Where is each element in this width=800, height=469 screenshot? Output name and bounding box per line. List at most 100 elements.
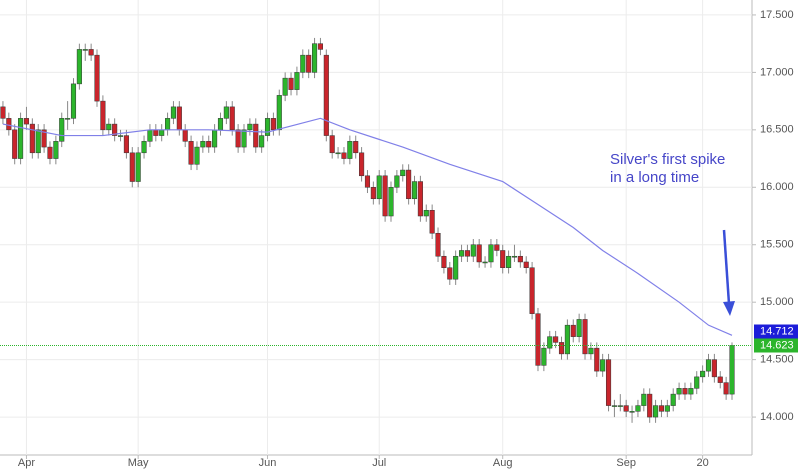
y-tick-label: 17.000: [760, 66, 794, 78]
candle-body: [141, 141, 147, 154]
candle-body: [317, 43, 323, 50]
candle-body: [94, 54, 100, 102]
candle-body: [176, 106, 182, 131]
candle-body: [458, 250, 465, 257]
price-tag-label: 14.712: [760, 325, 794, 337]
x-tick-label: Jun: [259, 457, 277, 469]
candle-body: [247, 123, 253, 131]
y-tick-label: 16.000: [760, 181, 794, 193]
candle-body: [18, 118, 24, 159]
candle-body: [223, 106, 229, 119]
candle-body: [29, 123, 35, 154]
candle-body: [112, 123, 118, 136]
y-tick-label: 14.500: [760, 354, 794, 366]
candle-body: [135, 152, 141, 182]
candle-body: [35, 129, 41, 154]
x-tick-label: Aug: [493, 457, 513, 469]
candle-body: [435, 232, 441, 257]
candle-body: [170, 106, 176, 119]
candle-body: [558, 342, 565, 355]
candle-body: [364, 175, 371, 188]
candle-body: [511, 255, 518, 258]
candle-body: [23, 118, 30, 125]
candle-body: [723, 382, 729, 395]
candle-body: [70, 83, 77, 119]
candle-body: [611, 405, 617, 407]
candle-body: [100, 100, 106, 131]
candle-body: [212, 129, 218, 148]
candle-body: [494, 244, 500, 251]
candle-body: [153, 129, 159, 136]
candle-body: [359, 152, 365, 177]
candle-body: [629, 411, 635, 413]
annotation: in a long time: [610, 169, 699, 186]
candle-body: [206, 141, 212, 148]
candle-body: [165, 118, 171, 131]
candle-body: [294, 72, 300, 90]
candle-body: [329, 135, 335, 154]
candle-body: [6, 118, 12, 131]
candle-body: [605, 359, 612, 406]
candle-body: [688, 388, 694, 395]
candle-body: [506, 255, 512, 268]
candle-body: [523, 261, 529, 268]
candle-body: [241, 129, 247, 148]
candle-body: [323, 54, 329, 136]
candle-body: [388, 187, 394, 217]
candle-body: [59, 118, 65, 142]
candle-body: [159, 129, 165, 136]
candle-body: [253, 123, 259, 148]
candle-body: [117, 135, 124, 137]
candle-body: [312, 43, 318, 73]
candle-body: [476, 244, 482, 263]
candle-body: [47, 146, 53, 159]
candle-body: [376, 175, 382, 200]
candle-body: [564, 324, 570, 355]
candle-body: [264, 118, 271, 136]
candle-body: [717, 376, 723, 383]
candle-body: [617, 405, 623, 407]
candle-body: [347, 141, 353, 159]
price-tag: [754, 338, 798, 353]
candle-body: [53, 141, 59, 159]
candle-body: [635, 405, 641, 412]
x-tick-label: Jul: [372, 457, 386, 469]
candle-body: [270, 118, 276, 131]
candle-body: [12, 129, 18, 159]
candle-body: [217, 118, 224, 131]
candle-body: [417, 181, 423, 217]
candle-body: [194, 146, 200, 165]
candle-body: [500, 250, 506, 268]
candle-body: [676, 388, 682, 395]
y-tick-label: 16.500: [760, 124, 794, 136]
candle-body: [76, 49, 82, 85]
candle-body: [488, 244, 494, 263]
candle-body: [370, 187, 376, 200]
candle-body: [353, 141, 359, 154]
candle-body: [553, 336, 559, 343]
candle-body: [517, 255, 523, 263]
price-tag: [754, 324, 798, 339]
x-tick-label: Apr: [18, 457, 35, 469]
annotation: Silver's first spike: [610, 151, 725, 168]
candle-body: [123, 135, 129, 154]
candle-body: [382, 175, 388, 217]
candle-body: [547, 336, 553, 349]
candle-body: [464, 250, 470, 257]
candle-body: [188, 141, 194, 165]
candle-body: [341, 152, 347, 159]
y-tick-label: 15.000: [760, 296, 794, 308]
candle-body: [658, 405, 665, 412]
price-tag-label: 14.623: [760, 339, 794, 351]
candle-body: [600, 359, 606, 372]
candle-body: [705, 359, 712, 372]
candle-body: [88, 49, 94, 56]
candle-body: [406, 169, 412, 200]
arrow: [722, 229, 731, 305]
candle-body: [41, 129, 47, 148]
candle-body: [200, 141, 206, 148]
candle-body: [670, 393, 676, 406]
x-tick-label: Sep: [616, 457, 636, 469]
